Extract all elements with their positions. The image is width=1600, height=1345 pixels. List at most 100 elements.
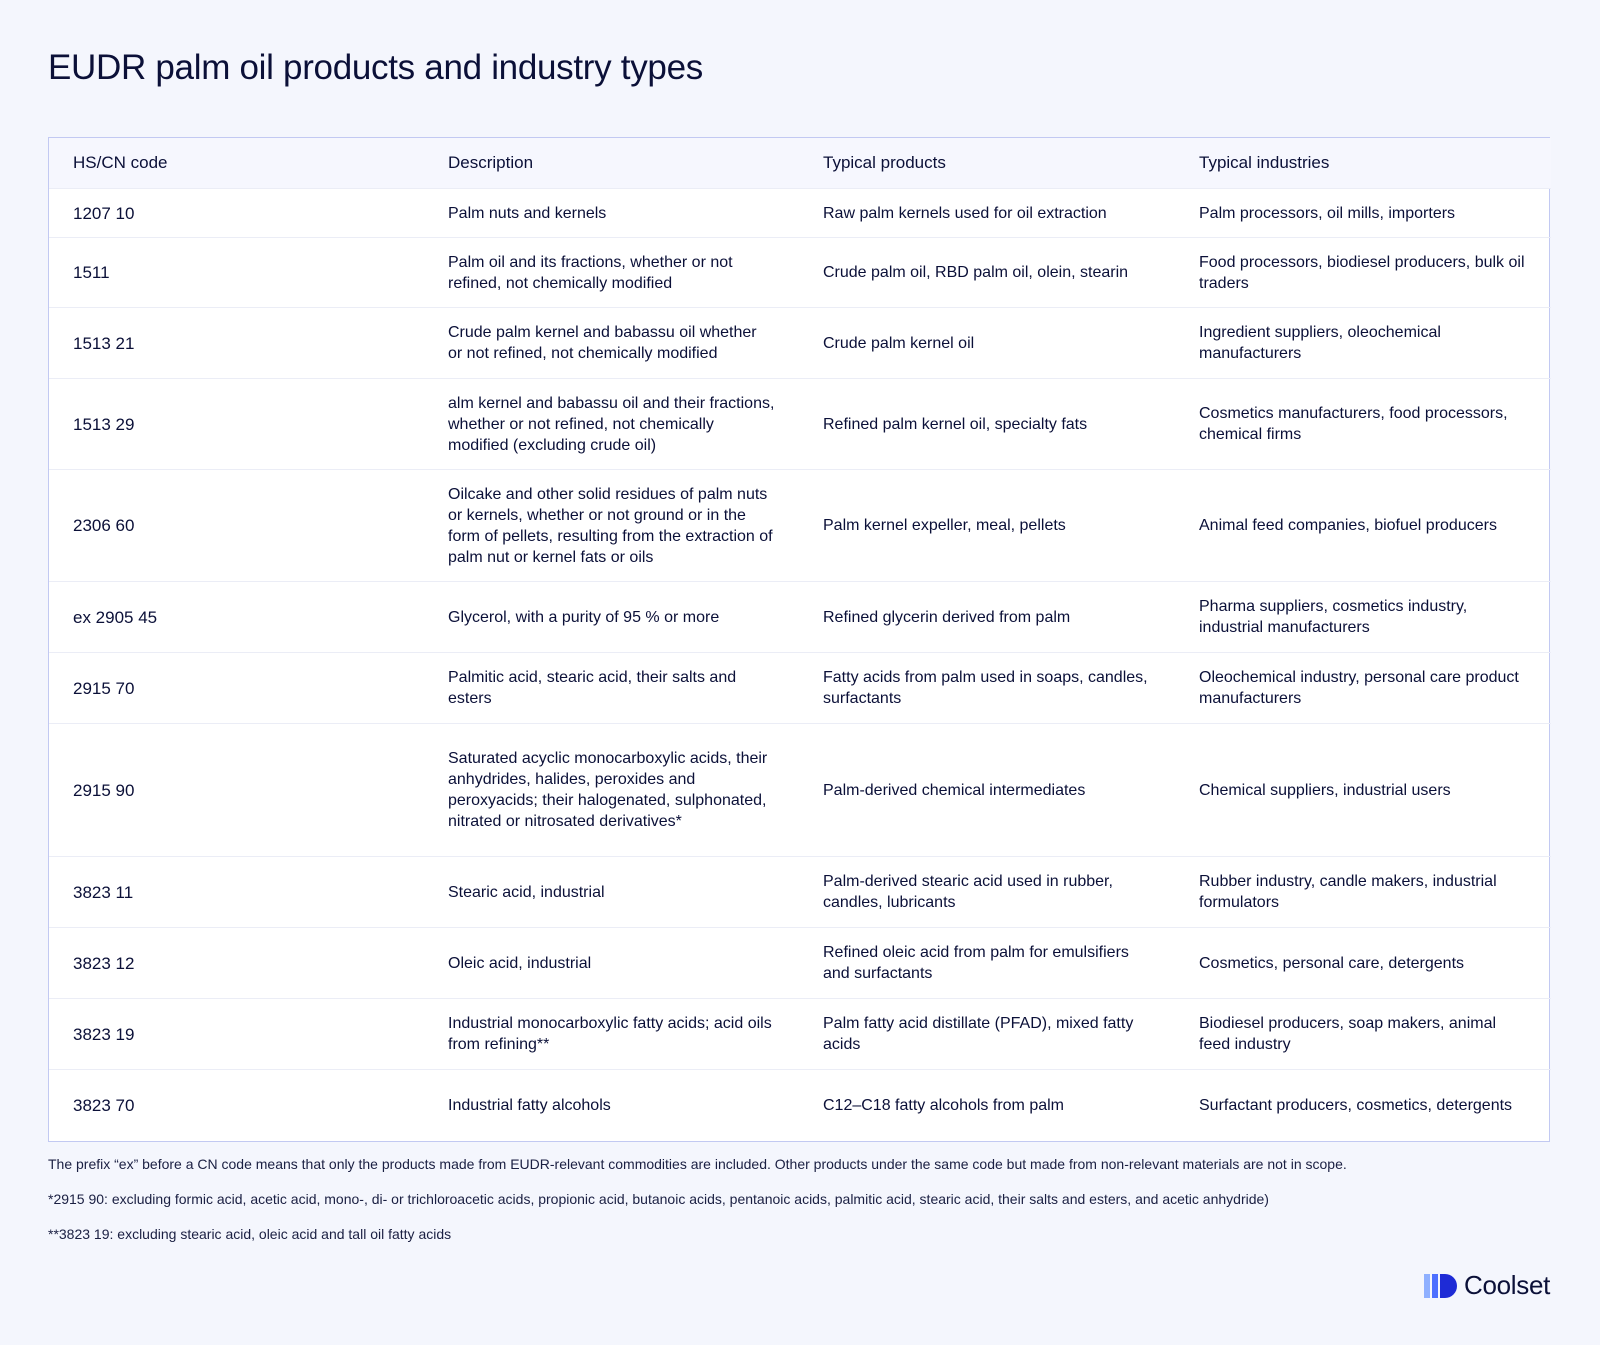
table-row: 3823 11 Stearic acid, industrial Palm-de… bbox=[49, 856, 1551, 928]
cell-typical-industries-text: Cosmetics, personal care, detergents bbox=[1199, 954, 1465, 972]
cell-typical-products: Palm-derived stearic acid used in rubber… bbox=[799, 856, 1175, 928]
cell-typical-products-text: Refined glycerin derived from palm bbox=[823, 608, 1071, 626]
cell-hs-cn-code: 2306 60 bbox=[49, 469, 424, 582]
cell-description-text: Palm oil and its fractions, whether or n… bbox=[448, 253, 733, 292]
cell-typical-industries-text: Surfactant producers, cosmetics, deterge… bbox=[1199, 1096, 1513, 1114]
cell-typical-products-text: Raw palm kernels used for oil extraction bbox=[823, 204, 1107, 222]
cell-description-text: Oleic acid, industrial bbox=[448, 954, 592, 972]
cell-hs-cn-code: 2915 70 bbox=[49, 652, 424, 724]
logo-d-shape bbox=[1440, 1273, 1457, 1298]
cell-hs-cn-code: 1511 bbox=[49, 237, 424, 308]
cell-typical-products-text: Crude palm kernel oil bbox=[823, 334, 975, 352]
cell-typical-industries: Surfactant producers, cosmetics, deterge… bbox=[1175, 1069, 1551, 1141]
cell-typical-industries: Animal feed companies, biofuel producers bbox=[1175, 469, 1551, 582]
cell-description: Industrial fatty alcohols bbox=[424, 1069, 799, 1141]
cell-typical-industries-text: Animal feed companies, biofuel producers bbox=[1199, 517, 1497, 534]
table-row: 1207 10 Palm nuts and kernels Raw palm k… bbox=[49, 188, 1551, 238]
cell-typical-products: Palm kernel expeller, meal, pellets bbox=[799, 469, 1175, 582]
cell-typical-products: Refined palm kernel oil, specialty fats bbox=[799, 378, 1175, 470]
cell-typical-industries: Food processors, biodiesel producers, bu… bbox=[1175, 237, 1551, 308]
cell-typical-industries: Oleochemical industry, personal care pro… bbox=[1175, 652, 1551, 724]
cell-hs-cn-code: 2915 90 bbox=[49, 723, 424, 857]
cell-hs-cn-code: 1207 10 bbox=[49, 188, 424, 238]
cell-hs-cn-code: 3823 19 bbox=[49, 998, 424, 1070]
cell-typical-industries: Cosmetics manufacturers, food processors… bbox=[1175, 378, 1551, 470]
cell-typical-products-text: C12–C18 fatty alcohols from palm bbox=[823, 1096, 1064, 1114]
cell-typical-industries-text: Rubber industry, candle makers, industri… bbox=[1199, 873, 1497, 911]
cell-typical-industries-text: Chemical suppliers, industrial users bbox=[1199, 781, 1451, 799]
cell-typical-products: Palm-derived chemical intermediates bbox=[799, 723, 1175, 857]
cell-description: Oleic acid, industrial bbox=[424, 927, 799, 999]
page-title: EUDR palm oil products and industry type… bbox=[48, 48, 703, 87]
table-row: 3823 70 Industrial fatty alcohols C12–C1… bbox=[49, 1069, 1551, 1141]
cell-hs-cn-code: 3823 70 bbox=[49, 1069, 424, 1141]
brand-name: Coolset bbox=[1464, 1270, 1551, 1300]
footnotes: The prefix “ex” before a CN code means t… bbox=[48, 1155, 1558, 1260]
table-row: 2915 90 Saturated acyclic monocarboxylic… bbox=[49, 723, 1551, 857]
cell-typical-industries: Palm processors, oil mills, importers bbox=[1175, 188, 1551, 238]
cell-typical-industries: Chemical suppliers, industrial users bbox=[1175, 723, 1551, 857]
cell-typical-products: Fatty acids from palm used in soaps, can… bbox=[799, 652, 1175, 724]
cell-typical-products: Refined oleic acid from palm for emulsif… bbox=[799, 927, 1175, 999]
column-header-typical-products: Typical products bbox=[799, 138, 1175, 189]
cell-typical-products: Palm fatty acid distillate (PFAD), mixed… bbox=[799, 998, 1175, 1070]
cell-description: Palm oil and its fractions, whether or n… bbox=[424, 237, 799, 308]
column-header-hs-cn-code: HS/CN code bbox=[49, 138, 424, 189]
logo-bar-light bbox=[1424, 1273, 1430, 1298]
cell-typical-products: Crude palm kernel oil bbox=[799, 307, 1175, 379]
cell-typical-industries-text: Biodiesel producers, soap makers, animal… bbox=[1199, 1015, 1497, 1053]
cell-hs-cn-code: 3823 11 bbox=[49, 856, 424, 928]
cell-description: Palm nuts and kernels bbox=[424, 188, 799, 238]
cell-description: Industrial monocarboxylic fatty acids; a… bbox=[424, 998, 799, 1070]
footnote-3823-19: **3823 19: excluding stearic acid, oleic… bbox=[48, 1226, 452, 1242]
cell-typical-industries-text: Pharma suppliers, cosmetics industry, in… bbox=[1199, 598, 1468, 636]
cell-typical-industries: Ingredient suppliers, oleochemical manuf… bbox=[1175, 307, 1551, 379]
cell-description: Glycerol, with a purity of 95 % or more bbox=[424, 581, 799, 653]
footnote-2915-90: *2915 90: excluding formic acid, acetic … bbox=[48, 1191, 1269, 1207]
cell-typical-products-text: Palm fatty acid distillate (PFAD), mixed… bbox=[823, 1015, 1134, 1053]
cell-typical-products: Crude palm oil, RBD palm oil, olein, ste… bbox=[799, 237, 1175, 308]
cell-typical-industries: Rubber industry, candle makers, industri… bbox=[1175, 856, 1551, 928]
cell-description: Palmitic acid, stearic acid, their salts… bbox=[424, 652, 799, 724]
table-header-row: HS/CN code Description Typical products … bbox=[49, 138, 1551, 189]
cell-description-text: Palm nuts and kernels bbox=[448, 204, 607, 222]
table-row: 1513 29 alm kernel and babassu oil and t… bbox=[49, 378, 1551, 470]
cell-description: Crude palm kernel and babassu oil whethe… bbox=[424, 307, 799, 379]
coolset-logo-icon bbox=[1424, 1273, 1457, 1298]
cell-description-text: Palmitic acid, stearic acid, their salts… bbox=[448, 669, 737, 707]
column-header-typical-industries: Typical industries bbox=[1175, 138, 1551, 189]
table-row: 3823 12 Oleic acid, industrial Refined o… bbox=[49, 927, 1551, 999]
cell-description-text: Glycerol, with a purity of 95 % or more bbox=[448, 608, 720, 626]
cell-typical-products: Raw palm kernels used for oil extraction bbox=[799, 188, 1175, 238]
footnote-ex-prefix: The prefix “ex” before a CN code means t… bbox=[48, 1156, 1347, 1172]
cell-typical-industries: Cosmetics, personal care, detergents bbox=[1175, 927, 1551, 999]
cell-hs-cn-code: ex 2905 45 bbox=[49, 581, 424, 653]
cell-typical-products: C12–C18 fatty alcohols from palm bbox=[799, 1069, 1175, 1141]
cell-description: Saturated acyclic monocarboxylic acids, … bbox=[424, 723, 799, 857]
cell-typical-products-text: Palm-derived chemical intermediates bbox=[823, 781, 1086, 799]
products-table-container: HS/CN code Description Typical products … bbox=[48, 137, 1551, 1142]
table-body: 1207 10 Palm nuts and kernels Raw palm k… bbox=[49, 188, 1551, 1141]
table-row: 1513 21 Crude palm kernel and babassu oi… bbox=[49, 307, 1551, 379]
logo-bar-mid bbox=[1432, 1273, 1438, 1298]
cell-description: alm kernel and babassu oil and their fra… bbox=[424, 378, 799, 470]
cell-typical-products-text: Palm kernel expeller, meal, pellets bbox=[823, 517, 1066, 534]
cell-typical-products-text: Refined palm kernel oil, specialty fats bbox=[823, 415, 1088, 433]
cell-typical-industries-text: Oleochemical industry, personal care pro… bbox=[1199, 669, 1519, 707]
cell-description-text: Industrial fatty alcohols bbox=[448, 1096, 611, 1114]
products-table: HS/CN code Description Typical products … bbox=[49, 138, 1551, 1141]
cell-description-text: Stearic acid, industrial bbox=[448, 883, 605, 901]
cell-description-text: alm kernel and babassu oil and their fra… bbox=[448, 394, 775, 454]
cell-typical-products-text: Refined oleic acid from palm for emulsif… bbox=[823, 944, 1129, 982]
cell-hs-cn-code: 1513 21 bbox=[49, 307, 424, 379]
table-row: 2915 70 Palmitic acid, stearic acid, the… bbox=[49, 652, 1551, 724]
table-row: ex 2905 45 Glycerol, with a purity of 95… bbox=[49, 581, 1551, 653]
cell-typical-industries-text: Cosmetics manufacturers, food processors… bbox=[1199, 405, 1508, 443]
cell-hs-cn-code: 1513 29 bbox=[49, 378, 424, 470]
brand-logo: Coolset bbox=[1424, 1270, 1550, 1301]
cell-hs-cn-code: 3823 12 bbox=[49, 927, 424, 999]
cell-typical-industries: Biodiesel producers, soap makers, animal… bbox=[1175, 998, 1551, 1070]
table-row: 1511 Palm oil and its fractions, whether… bbox=[49, 237, 1551, 308]
cell-typical-industries-text: Palm processors, oil mills, importers bbox=[1199, 204, 1456, 222]
cell-description: Oilcake and other solid residues of palm… bbox=[424, 469, 799, 582]
